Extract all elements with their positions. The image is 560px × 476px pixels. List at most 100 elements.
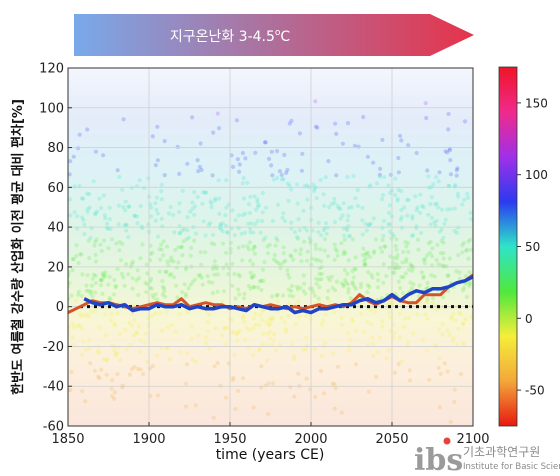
scatter-point (396, 170, 401, 175)
scatter-point (126, 272, 131, 277)
scatter-point (319, 233, 324, 238)
scatter-point (432, 220, 437, 225)
scatter-point (85, 206, 90, 212)
scatter-point (74, 243, 79, 248)
scatter-point (108, 226, 113, 232)
scatter-point (177, 311, 182, 317)
scatter-point (240, 258, 245, 263)
scatter-point (340, 141, 345, 146)
scatter-point (120, 187, 125, 192)
scatter-point (70, 257, 75, 262)
scatter-point (235, 388, 241, 393)
scatter-point (340, 213, 345, 218)
scatter-point (314, 276, 319, 281)
scatter-point (459, 311, 464, 316)
scatter-point (137, 349, 142, 354)
scatter-point (250, 274, 255, 280)
scatter-point (437, 405, 442, 410)
scatter-point (242, 320, 247, 325)
scatter-point (419, 270, 424, 275)
scatter-point (274, 348, 279, 353)
scatter-point (368, 221, 373, 226)
scatter-point (461, 342, 466, 347)
scatter-point (449, 314, 454, 319)
scatter-point (234, 331, 239, 336)
scatter-point (70, 268, 75, 273)
scatter-point (330, 351, 335, 356)
scatter-point (90, 276, 95, 281)
scatter-point (356, 144, 361, 149)
scatter-point (298, 247, 304, 252)
scatter-point (353, 255, 358, 260)
scatter-point (266, 322, 271, 328)
scatter-point (250, 262, 256, 267)
scatter-point (246, 221, 251, 226)
scatter-point (269, 294, 275, 299)
scatter-point (421, 205, 426, 210)
scatter-point (371, 354, 376, 359)
series-lines (68, 273, 473, 315)
scatter-point (314, 281, 319, 286)
scatter-point (456, 310, 462, 316)
scatter-point (193, 403, 198, 408)
scatter-point (138, 337, 143, 343)
scatter-point (445, 369, 450, 374)
colorbar-ticks: 150 100 50 0 -50 (517, 96, 548, 398)
scatter-point (158, 311, 163, 316)
scatter-point (418, 210, 423, 215)
scatter-point (346, 205, 351, 210)
scatter-point (246, 283, 251, 288)
scatter-point (410, 216, 415, 221)
scatter-point (190, 200, 195, 205)
scatter-point (194, 231, 199, 236)
scatter-point (249, 275, 255, 280)
scatter-point (421, 275, 426, 280)
y-tick-label: -20 (43, 340, 64, 355)
scatter-point (253, 311, 258, 317)
scatter-point (155, 353, 160, 358)
scatter-point (106, 246, 111, 251)
scatter-point (206, 279, 212, 285)
scatter-point (268, 336, 273, 341)
scatter-point (123, 199, 128, 204)
scatter-point (425, 316, 430, 321)
scatter-point (346, 330, 351, 336)
scatter-point (237, 328, 242, 333)
banner-text: 지구온난화 3-4.5 (170, 29, 275, 45)
scatter-point (277, 169, 282, 174)
scatter-point (350, 237, 355, 242)
scatter-point (353, 286, 358, 291)
scatter-point (313, 124, 318, 129)
scatter-point (113, 323, 118, 328)
scatter-point (106, 282, 111, 287)
scatter-point (252, 244, 257, 249)
scatter-point (367, 184, 372, 189)
scatter-point (216, 178, 221, 183)
scatter-point (120, 241, 125, 246)
scatter-point (255, 200, 260, 205)
scatter-point (103, 305, 108, 310)
scatter-point (301, 288, 306, 293)
scatter-point (334, 131, 339, 136)
scatter-point (164, 309, 169, 314)
scatter-point (251, 316, 256, 321)
scatter-point (460, 250, 465, 255)
scatter-point (228, 250, 233, 255)
scatter-point (231, 375, 236, 380)
scatter-point (342, 237, 347, 242)
scatter-point (121, 275, 126, 280)
scatter-point (350, 280, 355, 285)
scatter-point (280, 215, 285, 220)
scatter-point (446, 127, 451, 132)
scatter-point (334, 173, 339, 178)
scatter-point (153, 201, 158, 206)
scatter-point (404, 259, 409, 264)
scatter-point (435, 307, 440, 312)
y-tick-label: 20 (47, 260, 64, 275)
scatter-point (275, 299, 280, 304)
scatter-point (80, 389, 85, 394)
scatter-point (380, 318, 385, 323)
scatter-point (445, 328, 450, 333)
scatter-point (208, 221, 213, 226)
scatter-point (180, 188, 185, 193)
